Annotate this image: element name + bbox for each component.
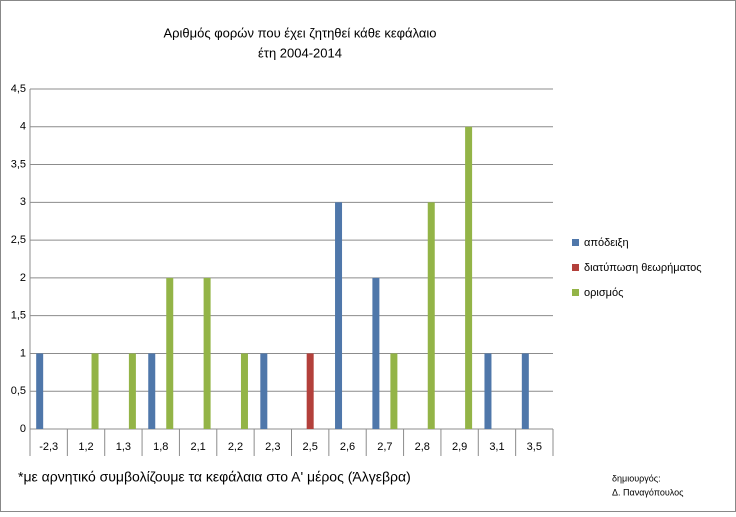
x-tick-label: 2,3 [265,441,280,453]
x-tick-label: 2,2 [228,441,243,453]
legend-label: διατύπωση θεωρήματος [584,262,702,274]
bar [91,353,99,429]
bar [260,353,268,429]
x-tick-label: 2,6 [340,441,355,453]
x-tick-label: -2,3 [39,441,58,453]
x-tick-label: 2,7 [377,441,392,453]
credit: δημιουργός: [612,473,661,483]
x-tick-label: 1,8 [153,441,168,453]
y-tick-label: 1,5 [11,310,26,322]
x-tick-label: 3,5 [527,441,542,453]
bar [372,277,380,429]
legend-swatch [572,289,579,296]
y-tick-label: 2,5 [11,234,26,246]
x-tick-label: 1,3 [116,441,131,453]
bar [390,353,398,429]
footnote: *με αρνητικό συμβολίζουμε τα κεφάλαια στ… [18,469,411,485]
x-tick-label: 2,5 [303,441,318,453]
x-tick-label: 2,9 [452,441,467,453]
bar [465,126,473,430]
y-tick-label: 1 [20,347,26,359]
x-tick-label: 2,1 [190,441,205,453]
y-tick-label: 3,5 [11,158,26,170]
bar [521,353,529,429]
legend-swatch [572,264,579,271]
chart-title: Αριθμός φορών που έχει ζητηθεί κάθε κεφά… [163,25,436,40]
bar [128,353,136,429]
y-tick-label: 0,5 [11,385,26,397]
x-tick-label: 3,1 [489,441,504,453]
bar [306,353,314,429]
credit: Δ. Παναγόπουλος [612,487,684,497]
x-tick-label: 1,2 [78,441,93,453]
x-tick-label: 2,8 [415,441,430,453]
y-tick-label: 4 [20,121,26,133]
legend-label: ορισμός [584,287,623,299]
y-tick-label: 0 [20,423,26,435]
bar [148,353,156,429]
legend-swatch [572,239,579,246]
bar [484,353,492,429]
bar [427,202,435,429]
bar [335,202,343,429]
chart-subtitle: έτη 2004-2014 [258,45,342,60]
legend-label: απόδειξη [584,237,629,249]
bar [240,353,248,429]
bar [203,277,211,429]
y-tick-label: 2 [20,272,26,284]
bar [166,277,174,429]
bar [36,353,44,429]
y-tick-label: 3 [20,196,26,208]
y-tick-label: 4,5 [11,83,26,95]
